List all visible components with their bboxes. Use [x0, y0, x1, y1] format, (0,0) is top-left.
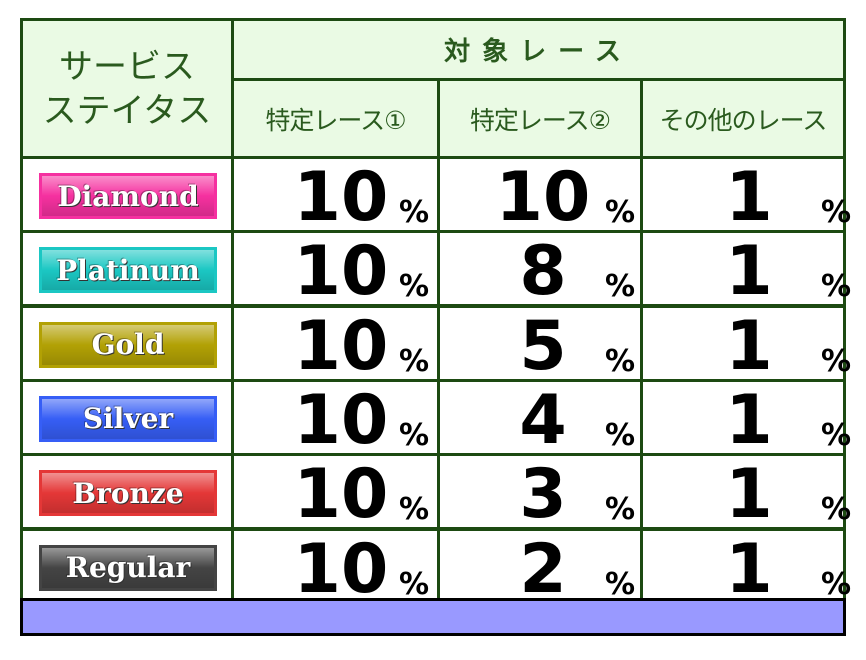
- status-cell: Regular: [20, 527, 234, 605]
- rate-value: 2: [519, 529, 567, 609]
- column-header-race-1: 特定レース①: [231, 78, 440, 159]
- percent-sign: %: [399, 195, 430, 230]
- percent-sign: %: [605, 492, 636, 528]
- value-cell: 1 %: [640, 230, 851, 312]
- rate-value: 10: [293, 158, 389, 237]
- percent-sign: %: [821, 492, 852, 528]
- status-header-line2: ステイタス: [42, 90, 212, 131]
- rate-value: 10: [293, 380, 389, 460]
- percent-sign: %: [399, 417, 430, 453]
- status-badge-gold: Gold: [39, 321, 217, 368]
- status-cell: Platinum: [20, 230, 234, 308]
- percent-sign: %: [399, 343, 430, 379]
- percent-sign: %: [605, 269, 636, 305]
- status-header: サービス ステイタス: [20, 18, 234, 159]
- value-cell: 10 %: [231, 527, 440, 609]
- rate-value: 5: [519, 306, 567, 386]
- status-cell: Gold: [20, 304, 234, 382]
- footer-bar: [20, 598, 846, 636]
- rate-value: 1: [725, 380, 773, 460]
- rate-value: 3: [519, 455, 567, 535]
- percent-sign: %: [821, 343, 852, 379]
- rate-value: 8: [519, 232, 567, 312]
- percent-sign: %: [399, 566, 430, 602]
- value-cell: 8 %: [437, 230, 643, 312]
- target-races-header: 対象レース: [231, 18, 846, 81]
- value-cell: 1 %: [640, 527, 851, 609]
- rate-value: 10: [293, 306, 389, 386]
- value-cell: 10 %: [231, 156, 440, 233]
- status-badge-bronze: Bronze: [39, 470, 217, 517]
- value-cell: 1 %: [640, 156, 851, 237]
- percent-sign: %: [821, 269, 852, 305]
- column-header-race-2: 特定レース②: [437, 78, 643, 159]
- value-cell: 3 %: [437, 453, 643, 535]
- rate-value: 1: [725, 232, 773, 312]
- status-cell: Silver: [20, 378, 234, 456]
- percent-sign: %: [399, 492, 430, 528]
- value-cell: 2 %: [437, 527, 643, 609]
- column-header-other-races: その他のレース: [640, 78, 846, 159]
- rate-value: 4: [519, 380, 567, 460]
- value-cell: 4 %: [437, 378, 643, 460]
- rate-value: 10: [293, 455, 389, 535]
- value-cell: 10 %: [437, 156, 643, 233]
- rate-value: 10: [293, 529, 389, 609]
- percent-sign: %: [821, 566, 852, 602]
- rewards-table: サービス ステイタス 対象レース 特定レース① 特定レース② その他のレース Di…: [20, 18, 851, 636]
- rate-value: 1: [725, 306, 773, 386]
- rate-value: 1: [725, 529, 773, 609]
- value-cell: 1 %: [640, 378, 851, 460]
- percent-sign: %: [605, 195, 636, 230]
- value-cell: 1 %: [640, 453, 851, 535]
- rate-value: 10: [495, 158, 591, 237]
- percent-sign: %: [605, 566, 636, 602]
- percent-sign: %: [605, 343, 636, 379]
- value-cell: 10 %: [231, 230, 440, 312]
- status-badge-diamond: Diamond: [39, 173, 217, 219]
- percent-sign: %: [821, 195, 852, 230]
- value-cell: 10 %: [231, 453, 440, 535]
- status-badge-regular: Regular: [39, 544, 217, 591]
- percent-sign: %: [605, 417, 636, 453]
- percent-sign: %: [399, 269, 430, 305]
- percent-sign: %: [821, 417, 852, 453]
- status-cell: Bronze: [20, 453, 234, 531]
- value-cell: 1 %: [640, 304, 851, 386]
- status-header-line1: サービス: [58, 46, 195, 87]
- rate-value: 1: [725, 158, 773, 237]
- value-cell: 10 %: [231, 304, 440, 386]
- status-cell: Diamond: [20, 156, 234, 233]
- status-badge-silver: Silver: [39, 395, 217, 442]
- value-cell: 10 %: [231, 378, 440, 460]
- rate-value: 10: [293, 232, 389, 312]
- status-badge-platinum: Platinum: [39, 247, 217, 294]
- value-cell: 5 %: [437, 304, 643, 386]
- rate-value: 1: [725, 455, 773, 535]
